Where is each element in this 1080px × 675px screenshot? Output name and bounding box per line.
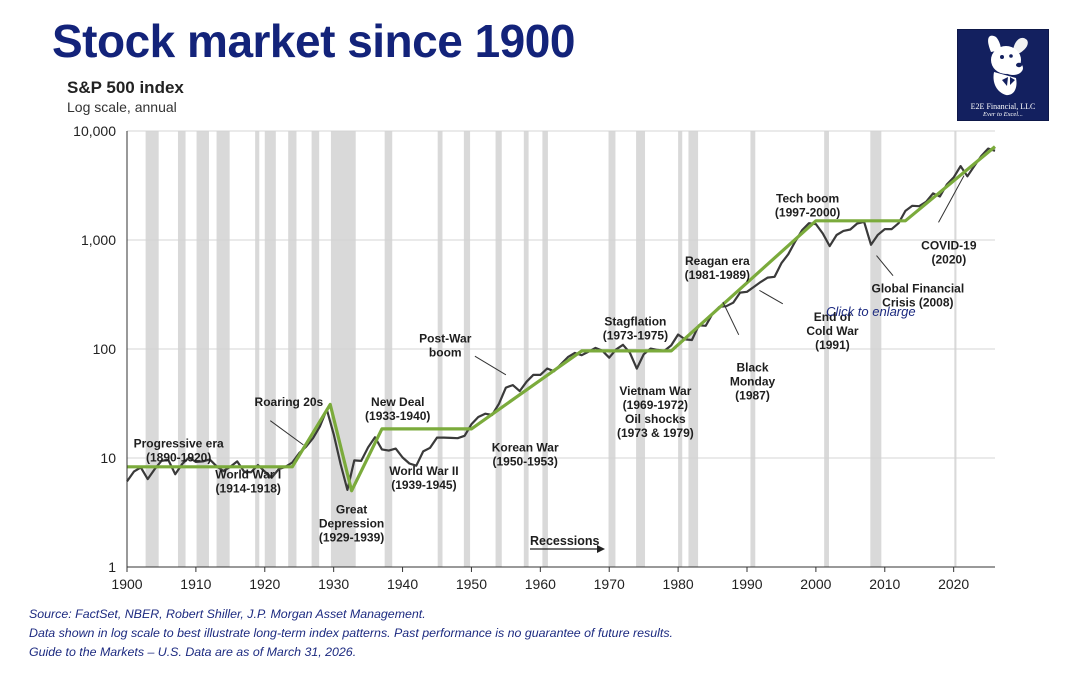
footer-source: Source: FactSet, NBER, Robert Shiller, J…: [29, 607, 426, 621]
annotation-line: (1939-1945): [391, 478, 456, 492]
event-annotation: COVID-19 (2020): [921, 238, 977, 266]
y-tick-label: 10: [100, 450, 116, 466]
logo-tagline: Ever to Excel...: [983, 111, 1023, 118]
annotation-line: Great: [336, 502, 367, 516]
era-trend-line: [127, 145, 997, 493]
event-annotation: World War I (1914-1918): [215, 467, 281, 495]
event-annotation: Great Depression (1929-1939): [319, 502, 384, 544]
event-annotation: World War II (1939-1945): [389, 464, 458, 492]
annotation-line: Roaring 20s: [255, 395, 324, 409]
event-annotation: Post-War boom: [419, 331, 472, 359]
x-tick-label: 2020: [938, 576, 969, 592]
chart-subtitle: S&P 500 index: [67, 78, 184, 97]
annotation-line: boom: [429, 345, 462, 359]
event-annotation: End of Cold War (1991): [806, 310, 859, 352]
y-tick-label: 1,000: [81, 232, 116, 248]
sp500-chart: 1 10 100 1,000 10,000 1900 1910 1920 1930 1940 195…: [73, 123, 997, 592]
event-annotation: Global Financial Crisis (2008): [872, 281, 965, 309]
annotation-line: (1929-1939): [319, 530, 384, 544]
annotation-line: (1933-1940): [365, 409, 430, 423]
footer-disclaimer: Data shown in log scale to best illustra…: [29, 626, 673, 640]
annotation-leader-line: [876, 255, 894, 277]
y-tick-label: 100: [93, 341, 117, 357]
annotation-line: Korean War: [492, 440, 559, 454]
annotation-line: Stagflation: [604, 314, 666, 328]
annotation-line: Depression: [319, 516, 384, 530]
page-title: Stock market since 1900: [52, 15, 575, 67]
event-annotation: Stagflation (1973-1975): [603, 314, 668, 342]
annotation-line: COVID-19: [921, 238, 977, 252]
annotation-line: Black: [736, 361, 768, 375]
annotation-leader-line: [474, 355, 507, 376]
annotation-line: (1973-1975): [603, 328, 668, 342]
x-tick-label: 1900: [111, 576, 142, 592]
annotation-leader-line: [269, 420, 304, 446]
event-annotation: Roaring 20s: [255, 395, 324, 409]
annotation-line: (2020): [932, 252, 967, 266]
x-tick-label: 1920: [249, 576, 280, 592]
annotation-line: World War II: [389, 464, 458, 478]
annotation-line: (1969-1972): [623, 398, 688, 412]
annotation-line: Oil shocks: [625, 412, 686, 426]
x-tick-label: 2000: [800, 576, 831, 592]
event-annotation: New Deal (1933-1940): [365, 395, 430, 423]
recessions-arrow-head: [597, 545, 605, 553]
x-tick-label: 1960: [525, 576, 556, 592]
annotation-line: (1973 & 1979): [617, 426, 694, 440]
annotation-line: New Deal: [371, 395, 424, 409]
annotation-line: Vietnam War: [619, 384, 691, 398]
annotation-line: (1890-1920): [146, 450, 211, 464]
x-tick-label: 1930: [318, 576, 349, 592]
event-annotation: Progressive era (1890-1920): [134, 436, 224, 464]
annotation-line: (1981-1989): [685, 268, 750, 282]
x-tick-label: 1970: [594, 576, 625, 592]
annotation-line: (1991): [815, 338, 850, 352]
y-tick-label: 10,000: [73, 123, 116, 139]
annotation-line: (1997-2000): [775, 206, 840, 220]
annotation-line: Cold War: [806, 324, 859, 338]
event-annotation: Korean War (1950-1953): [492, 440, 559, 468]
annotation-line: Progressive era: [134, 436, 224, 450]
y-tick-label: 1: [108, 559, 116, 575]
click-to-enlarge-link[interactable]: Click to enlarge: [826, 304, 916, 319]
chart-scale-note: Log scale, annual: [67, 99, 177, 115]
annotation-line: Global Financial: [872, 281, 965, 295]
annotation-line: Tech boom: [776, 192, 839, 206]
annotation-line: Monday: [730, 375, 776, 389]
event-annotation: Vietnam War (1969-1972) Oil shocks (1973 & …: [617, 384, 694, 440]
event-annotation: Tech boom (1997-2000): [775, 192, 840, 220]
x-tick-label: 1950: [456, 576, 487, 592]
event-annotation: Black Monday (1987): [730, 361, 776, 403]
annotation-line: (1914-1918): [216, 481, 281, 495]
annotation-line: Reagan era: [685, 254, 750, 268]
x-tick-label: 1990: [731, 576, 762, 592]
event-annotation: Reagan era (1981-1989): [685, 254, 750, 282]
dog-mascot-icon: [988, 35, 1028, 96]
x-tick-label: 1940: [387, 576, 418, 592]
annotation-line: (1987): [735, 389, 770, 403]
x-tick-label: 1980: [663, 576, 694, 592]
x-tick-label: 2010: [869, 576, 900, 592]
x-tick-label: 1910: [180, 576, 211, 592]
annotation-leader-line: [759, 289, 784, 305]
footer-data-date: Guide to the Markets – U.S. Data are as …: [29, 645, 357, 659]
annotation-line: (1950-1953): [492, 454, 557, 468]
annotation-leader-line: [722, 301, 740, 336]
annotation-line: Post-War: [419, 331, 472, 345]
annotation-line: End of: [814, 310, 852, 324]
annotation-leader-line: [938, 175, 965, 223]
annotation-line: Crisis (2008): [882, 295, 953, 309]
logo-company-name: E2E Financial, LLC: [970, 102, 1036, 111]
company-logo[interactable]: E2E Financial, LLC Ever to Excel...: [957, 29, 1049, 121]
recessions-legend-label: Recessions: [530, 534, 600, 548]
annotation-line: World War I: [215, 467, 281, 481]
